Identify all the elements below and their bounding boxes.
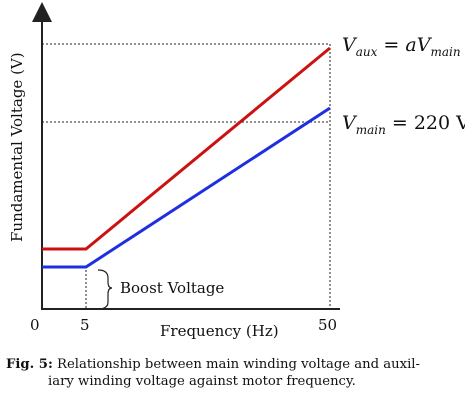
y-axis-label: Fundamental Voltage (V) xyxy=(8,52,26,242)
aux-eq-sub: aux xyxy=(356,45,378,59)
caption-label: Fig. 5: xyxy=(6,357,53,372)
x-tick-5: 5 xyxy=(80,316,90,334)
aux-eq-rhs: = aV xyxy=(377,34,432,56)
main-equation: Vmain = 220 V xyxy=(342,112,465,137)
aux-equation: Vaux = aVmain xyxy=(342,34,461,59)
aux-eq-rhs-sub: main xyxy=(430,45,460,59)
main-eq-rhs: = 220 V xyxy=(386,112,465,134)
boost-voltage-label: Boost Voltage xyxy=(120,279,224,297)
caption-line1: Relationship between main winding voltag… xyxy=(57,357,420,372)
chart-svg: 0 5 50 Frequency (Hz) Fundamental Voltag… xyxy=(8,2,465,340)
main-eq-v: V xyxy=(342,112,358,134)
x-tick-0: 0 xyxy=(30,316,40,334)
caption-line2: iary winding voltage against motor frequ… xyxy=(48,374,356,389)
aux-eq-v: V xyxy=(342,34,358,56)
series-line-main xyxy=(42,106,331,269)
x-tick-50: 50 xyxy=(318,316,337,334)
main-eq-sub: main xyxy=(356,123,386,137)
boost-bracket xyxy=(97,269,113,310)
series-line-aux xyxy=(42,46,331,251)
figure-caption: Fig. 5: Relationship between main windin… xyxy=(6,356,461,390)
x-axis-label: Frequency (Hz) xyxy=(160,322,279,340)
